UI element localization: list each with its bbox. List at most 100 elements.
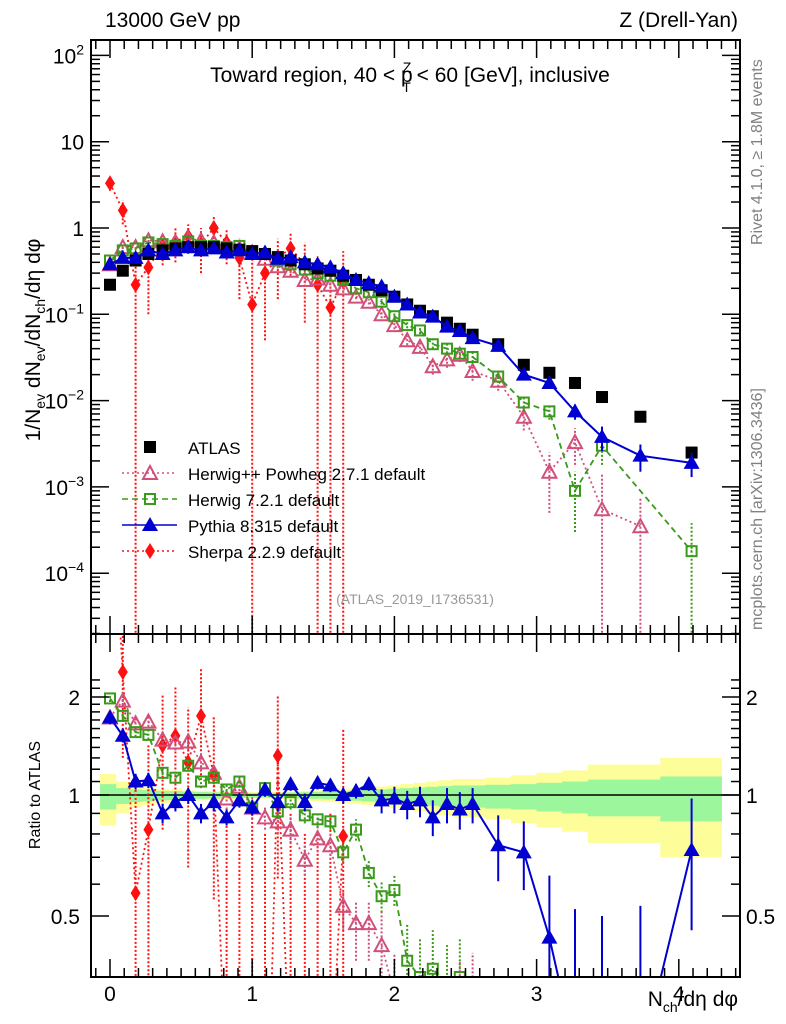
ratio-ytick-label-right: 2 [746, 687, 758, 710]
ratio-plot: 2 2 1 1 0.5 0.5 0 1 2 3 4 [51, 465, 775, 1018]
main-series-pythia-point [594, 428, 611, 443]
main-series-herwig-point [372, 305, 391, 322]
main-series-sherpa-point [247, 296, 258, 313]
ratio-series-pythia-point [296, 794, 313, 809]
ratio-series-herwig-point [388, 884, 401, 897]
ratio-series-herwig-point [372, 936, 391, 953]
ratio-series-herwig-point [401, 954, 414, 967]
xlabel: Nch/dη dφ [648, 988, 738, 1015]
main-ytick-label: 1 [72, 218, 84, 241]
ratio-series-pythia-point [439, 795, 456, 810]
main-series-pythia-point [282, 249, 299, 264]
ylabel-p2: dN [22, 361, 45, 394]
main-series-herwig-point [593, 500, 611, 517]
stat-band [100, 784, 117, 810]
main-series-herwig-point [321, 275, 340, 292]
plot-title-pre: Toward region, 40 < p [210, 64, 413, 87]
main-series-pythia-point [515, 366, 532, 381]
legend-marker [142, 517, 158, 531]
xtick-label: 0 [104, 983, 116, 1006]
ratio-series-pythia-point [490, 837, 507, 852]
stat-band [587, 779, 621, 817]
main-series-sherpa-point [285, 240, 296, 257]
ratio-series-herwig-point [413, 971, 426, 977]
main-series-herwig-point [543, 405, 556, 418]
main-series-herwig-point [388, 310, 401, 323]
stat-band [620, 779, 661, 817]
ylabel-p1: ev [32, 394, 48, 409]
main-series-pythia-point [154, 245, 171, 260]
main-series-herwig-point [441, 342, 454, 355]
main-series-herwig-point [360, 292, 378, 309]
ratio-series-sherpa-point [338, 828, 349, 845]
legend-item: Herwig++ Powheg 2.7.1 default [122, 463, 425, 484]
ratio-series-pythia-point [683, 841, 700, 856]
ratio-series-pythia-point [360, 776, 377, 791]
xtick-label: 1 [246, 983, 258, 1006]
ratio-series-sherpa-point [105, 465, 115, 481]
main-series-sherpa-point [105, 175, 115, 192]
main-series-atlas-point [596, 391, 609, 404]
ratio-series-pythia-point [218, 809, 235, 824]
ratio-series-herwig-point [233, 775, 246, 788]
main-series-pythia-point [490, 337, 507, 352]
main-ytick-label: 10−3 [45, 473, 85, 500]
main-data [101, 175, 700, 634]
main-series-pythia-point [296, 254, 313, 269]
ratio-series-herwig-point [296, 850, 314, 867]
main-series-sherpa-point [325, 299, 336, 316]
main-ytick-label: 10 [61, 132, 84, 155]
main-plot: 102 10 1 10−1 10−2 10−3 10−4 [45, 39, 741, 635]
main-series-pythia-point [335, 265, 352, 280]
ratio-series-pythia-point [373, 792, 390, 807]
main-series-pythia-point [541, 374, 558, 389]
main-series-herwig-point [566, 433, 584, 450]
main-series-herwig-point [517, 396, 530, 409]
ratio-series-herwig-point [350, 823, 363, 836]
main-series-herwig-point [413, 324, 426, 337]
main-series-pythia-point [231, 242, 248, 257]
main-series-atlas-point [543, 366, 556, 379]
ratio-series-herwig-point [466, 996, 480, 1009]
ratio-series-herwig-point [360, 913, 378, 931]
ratio-series-herwig-point [442, 980, 452, 990]
main-series-herwig-point [453, 347, 466, 360]
main-series-pythia-point [269, 250, 286, 265]
ratio-series-herwig-point [142, 728, 155, 741]
legend-label: Sherpa 2.2.9 default [188, 543, 341, 562]
main-series-herwig-point [296, 270, 314, 287]
main-series-pythia-point [322, 259, 339, 274]
ratio-series-herwig-point [453, 1005, 467, 1018]
ratio-series-pythia-point [515, 844, 532, 859]
plot-title-sup: Z [403, 59, 412, 75]
main-ytick-label: 102 [53, 41, 84, 68]
main-series-pythia-point [167, 242, 184, 257]
legend-item: Pythia 8.315 default [122, 517, 339, 536]
legend-marker [144, 493, 156, 505]
ratio-series-pythia-point [399, 795, 416, 810]
ratio-series-herwig-point [129, 726, 142, 739]
xtick-label: 4 [673, 983, 685, 1006]
ratio-series-herwig-point [256, 808, 274, 825]
main-series-herwig-point [375, 295, 388, 308]
ylabel-p4: /dN [22, 314, 45, 347]
main-ytick-label: 10−4 [45, 559, 85, 586]
legend-marker [141, 463, 159, 480]
ylabel-p0: 1/N [22, 409, 45, 442]
stat-band [425, 786, 439, 806]
main-series-sherpa-point [143, 259, 154, 276]
ratio-series-pythia-point [140, 772, 157, 787]
legend-label: ATLAS [188, 439, 241, 458]
main-series-atlas-point [104, 278, 116, 291]
ratio-series-herwig-point [334, 896, 352, 913]
main-series-herwig-point [568, 484, 581, 497]
main-series-pythia-point [386, 288, 403, 303]
ratio-series-pythia-point [231, 792, 248, 807]
main-series-pythia-point [348, 271, 365, 286]
ratio-series-herwig-point [453, 971, 466, 977]
main-series-pythia-point [632, 447, 649, 462]
main-series-herwig-point [398, 331, 416, 348]
stat-band [562, 781, 589, 814]
ratio-series-sherpa-point [272, 747, 283, 764]
ratio-series-pythia-point [335, 787, 352, 801]
